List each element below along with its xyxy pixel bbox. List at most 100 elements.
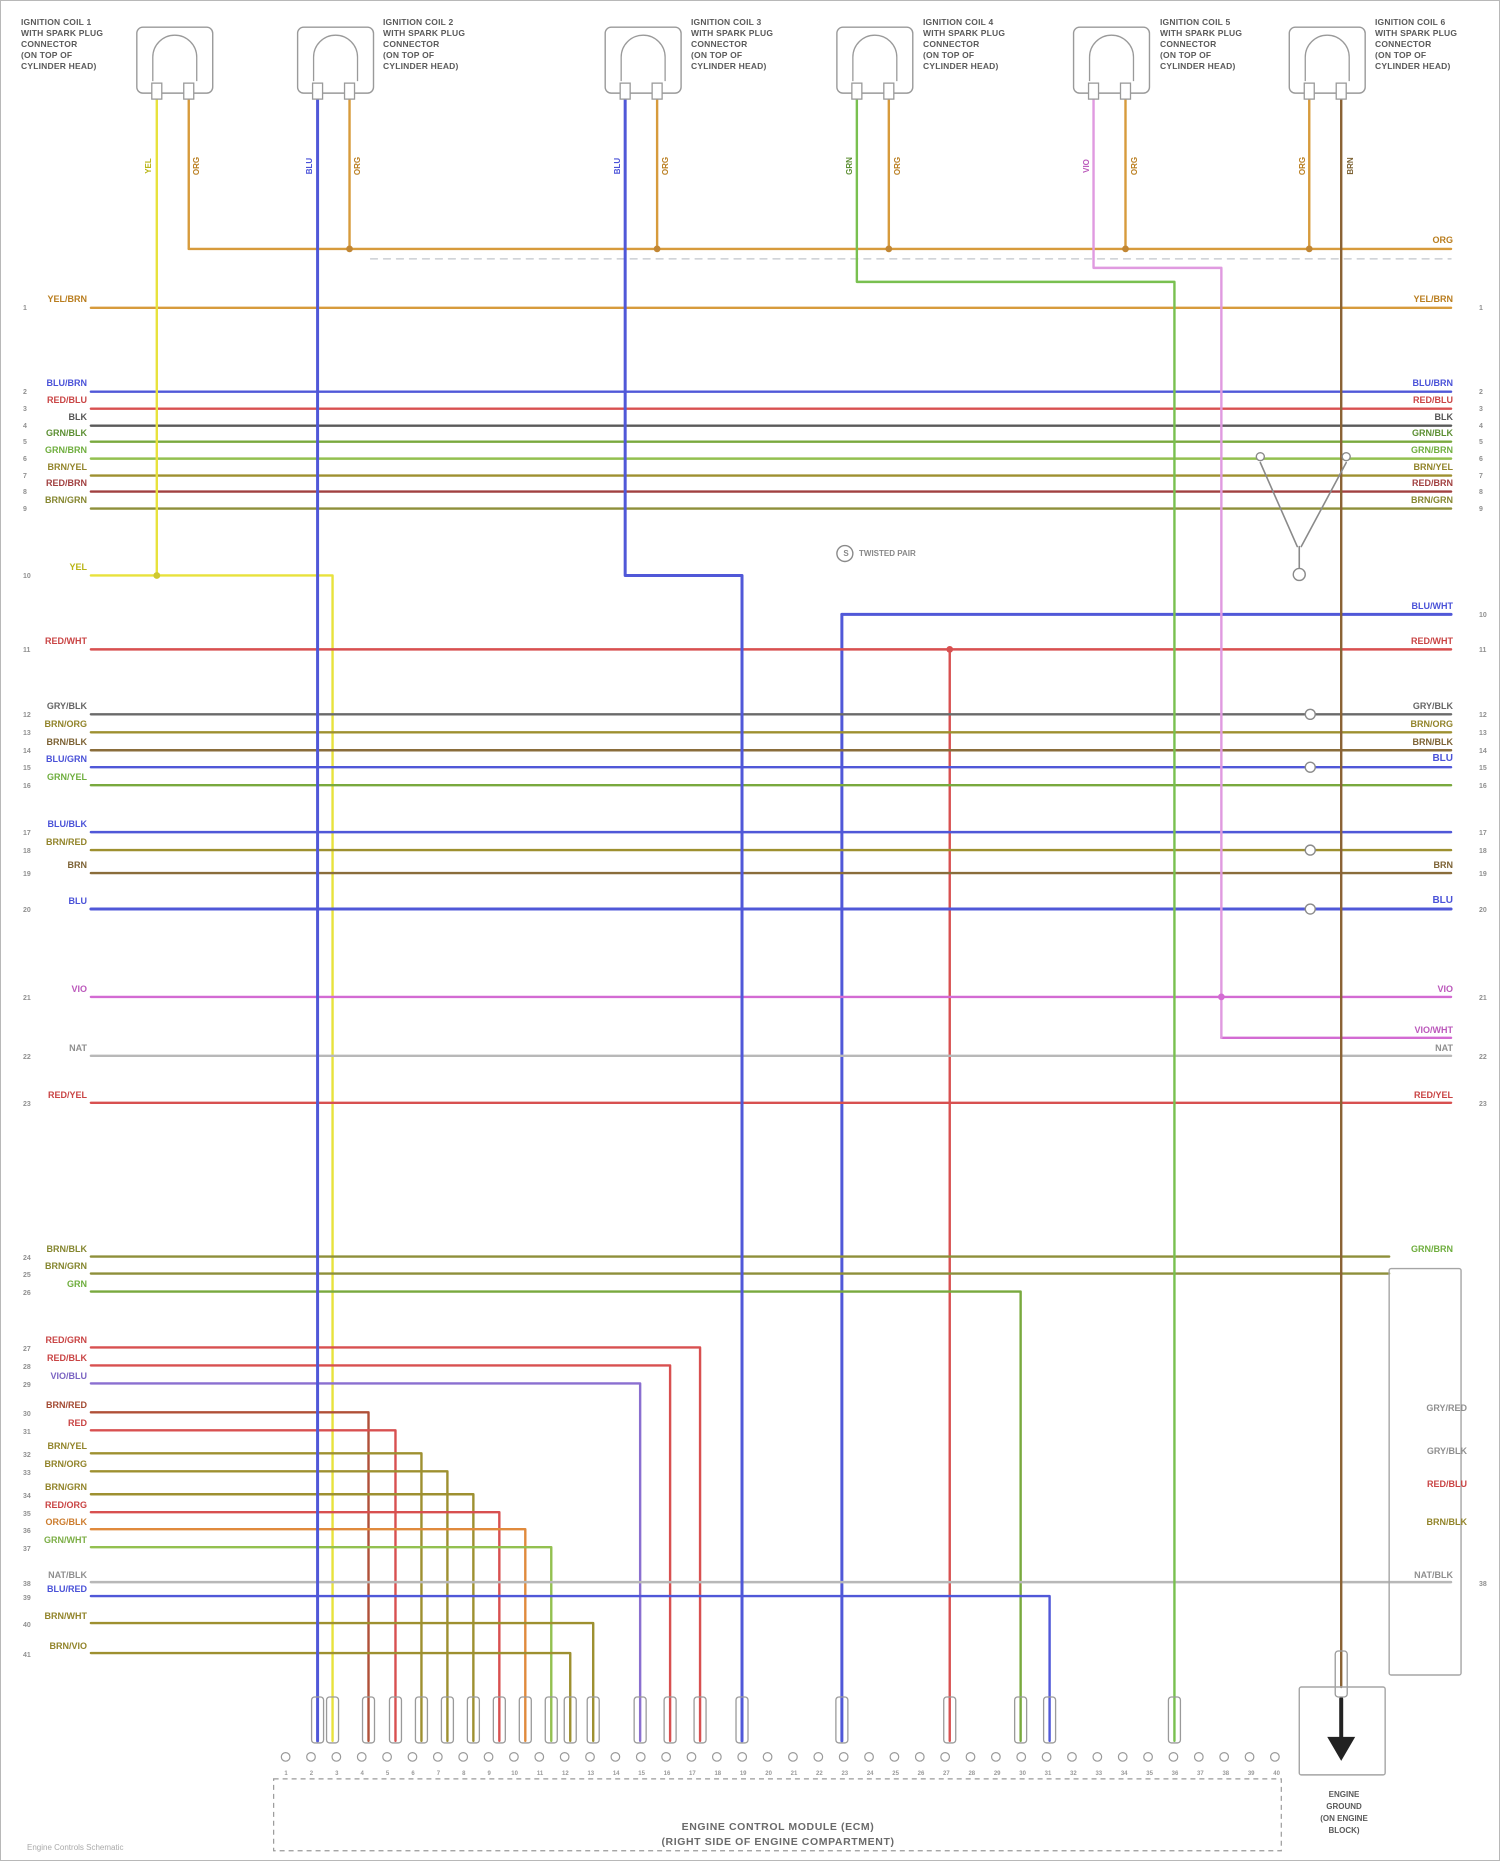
wire	[89, 1511, 501, 1743]
strip-pin	[382, 1752, 392, 1762]
coil-symbol-icon	[1304, 34, 1350, 82]
junction-dot	[1122, 245, 1129, 253]
connector-pin	[1303, 82, 1315, 100]
strip-pin	[737, 1752, 748, 1762]
connector-pin	[1087, 82, 1100, 100]
pin-shroud	[414, 1696, 429, 1744]
connector-pin	[651, 82, 663, 100]
strip-pin	[661, 1752, 672, 1762]
connector-housing	[604, 26, 682, 94]
strip-pin	[914, 1752, 925, 1762]
wire	[89, 1470, 449, 1743]
strip-pin	[1041, 1752, 1052, 1762]
inline-connector-icon	[836, 544, 854, 563]
strip-pin	[762, 1752, 773, 1762]
wire	[89, 1651, 572, 1743]
wire	[89, 1411, 370, 1743]
connector-housing	[296, 26, 375, 94]
strip-pin	[788, 1752, 798, 1762]
strip-pin	[940, 1752, 951, 1762]
junction-dot	[653, 245, 661, 253]
junction-dot	[153, 572, 161, 579]
strip-pin	[1117, 1752, 1128, 1762]
coil-symbol-icon	[312, 34, 359, 82]
strip-pin	[407, 1752, 418, 1762]
wire	[1259, 461, 1299, 548]
strip-pin	[1016, 1752, 1027, 1762]
strip-pin	[813, 1752, 824, 1762]
pin-shroud	[310, 1696, 325, 1744]
strip-pin	[1244, 1752, 1255, 1762]
strip-pin	[331, 1752, 342, 1762]
strip-pin	[686, 1752, 697, 1762]
connector-pin	[619, 82, 631, 100]
connector-housing	[136, 26, 214, 94]
strip-pin	[306, 1752, 316, 1762]
connector-pin	[1119, 82, 1132, 100]
pin-shroud	[518, 1696, 532, 1744]
strip-pin	[1270, 1752, 1280, 1762]
pin-shroud	[835, 1696, 849, 1744]
wire	[89, 1346, 702, 1743]
wire	[89, 1429, 397, 1743]
wire	[89, 1364, 672, 1743]
wire	[89, 1493, 475, 1743]
strip-pin	[585, 1752, 595, 1762]
wire	[1092, 95, 1223, 1040]
pin-shroud	[1334, 1650, 1348, 1698]
inline-connector-icon	[1304, 761, 1316, 773]
pin-shroud	[325, 1696, 340, 1744]
pin-shroud	[1167, 1696, 1182, 1744]
connector-pin	[343, 82, 356, 100]
ecm-box	[273, 1778, 1282, 1852]
wire	[89, 1594, 1051, 1743]
connector-pin	[851, 82, 863, 100]
strip-pin	[1092, 1752, 1103, 1762]
pin-shroud	[361, 1696, 376, 1744]
pin-shroud	[735, 1696, 749, 1744]
pin-shroud	[943, 1696, 957, 1744]
pin-shroud	[1013, 1696, 1028, 1744]
pin-shroud	[492, 1696, 506, 1744]
wire	[89, 1545, 553, 1743]
strip-pin	[864, 1752, 874, 1762]
inline-connector-icon	[1304, 844, 1316, 856]
wire	[89, 1452, 423, 1743]
strip-pin	[280, 1752, 291, 1762]
wire	[1300, 461, 1348, 548]
wire	[89, 574, 334, 1743]
connector-pin	[311, 82, 324, 100]
wire	[855, 95, 1176, 1743]
strip-pin	[509, 1752, 519, 1762]
strip-pin	[1168, 1752, 1179, 1762]
pin-shroud	[466, 1696, 481, 1744]
wire	[89, 1621, 595, 1743]
junction-dot	[1217, 993, 1225, 1001]
pin-shroud	[633, 1696, 647, 1744]
pin-shroud	[563, 1696, 577, 1744]
strip-pin	[610, 1752, 621, 1762]
junction-dot	[1305, 245, 1313, 253]
coil-symbol-icon	[852, 34, 898, 82]
pin-shroud	[1042, 1696, 1057, 1744]
wire	[89, 1382, 642, 1743]
wire	[89, 1528, 527, 1743]
strip-pin	[432, 1752, 443, 1762]
strip-pin	[965, 1752, 976, 1762]
coil-symbol-icon	[1088, 34, 1135, 82]
connector-housing	[836, 26, 914, 94]
strip-pin	[889, 1752, 900, 1762]
inline-connector-icon	[1255, 451, 1266, 462]
strip-pin	[1067, 1752, 1077, 1762]
strip-pin	[838, 1752, 849, 1762]
junction-dot	[346, 245, 353, 253]
wire	[623, 95, 744, 1743]
pin-shroud	[440, 1696, 455, 1744]
junction-dot	[885, 245, 893, 253]
strip-pin	[483, 1752, 494, 1762]
strip-pin	[635, 1752, 646, 1762]
inline-connector-icon	[1304, 903, 1316, 915]
ground-box	[1298, 1686, 1386, 1776]
strip-pin	[559, 1752, 570, 1762]
